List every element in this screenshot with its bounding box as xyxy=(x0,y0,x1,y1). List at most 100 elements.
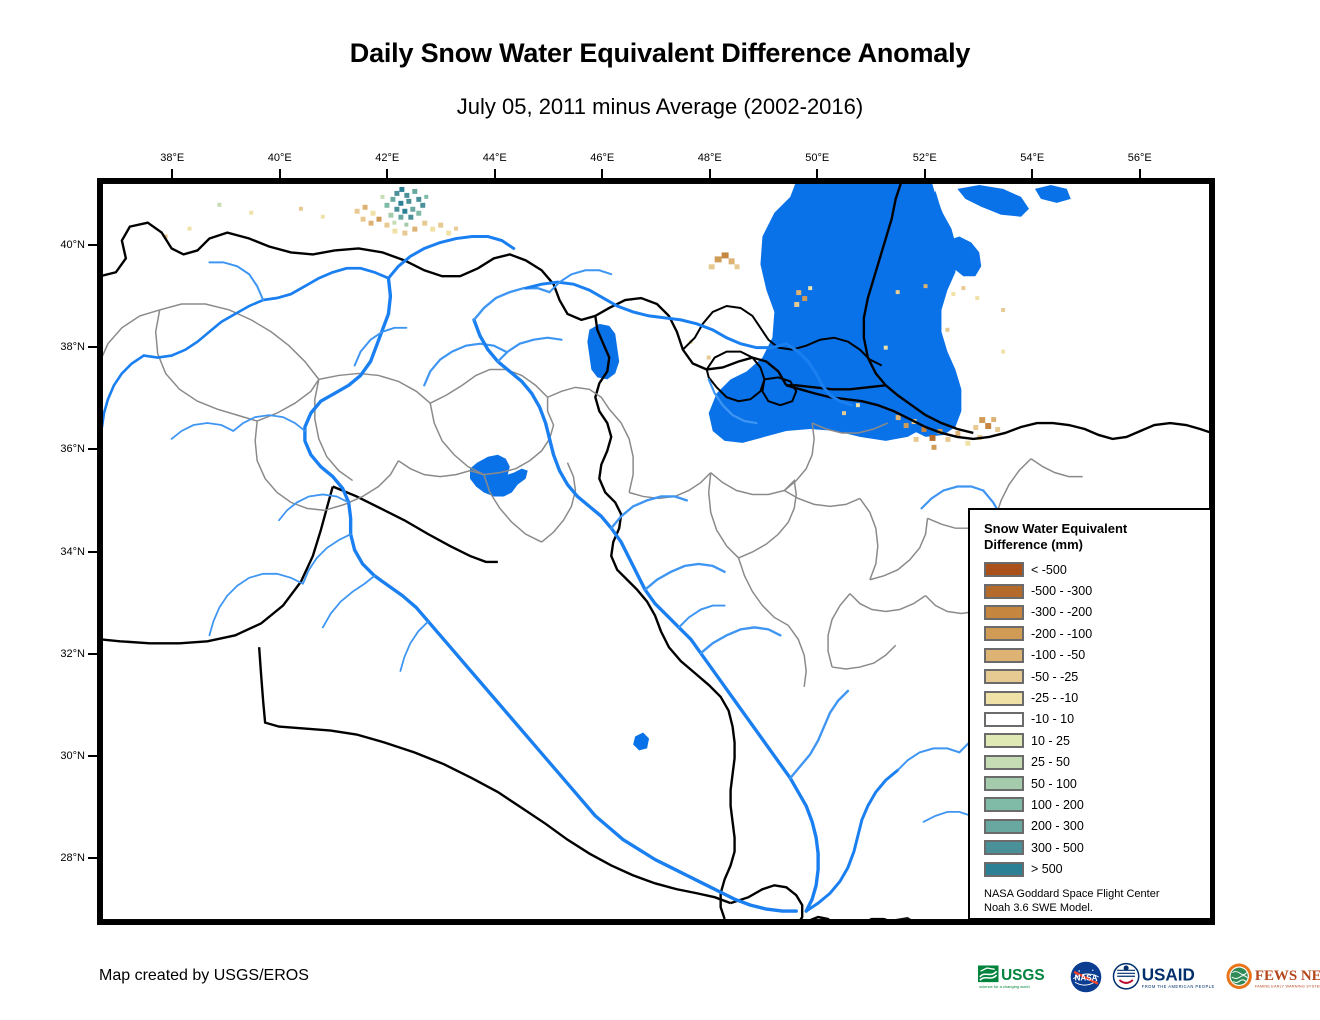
river-turkey-w xyxy=(208,261,265,302)
legend-row: 10 - 25 xyxy=(984,730,1210,751)
usgs-logo: USGS science for a changing world xyxy=(978,965,1045,989)
river-greater-zab xyxy=(610,495,689,530)
longitude-tick-mark xyxy=(923,169,926,178)
border-iraq-iran xyxy=(594,315,736,920)
river-tigris-upper-b xyxy=(496,336,563,363)
anomaly-negative-alborz xyxy=(688,252,1006,360)
latitude-tick-mark xyxy=(88,755,97,758)
latitude-tick-mark xyxy=(88,857,97,860)
legend-row: 100 - 200 xyxy=(984,794,1210,815)
caspian-garabogaz xyxy=(947,236,982,277)
river-tigris-upper-a xyxy=(472,286,551,322)
lake-tharthar-water xyxy=(633,732,650,751)
river-minor-syr-e xyxy=(208,584,239,637)
legend-swatch xyxy=(984,690,1024,706)
map-legend: Snow Water Equivalent Difference (mm) < … xyxy=(968,508,1212,920)
longitude-tick-mark xyxy=(816,169,819,178)
caspian-sea-water-main xyxy=(708,181,954,443)
legend-label: -300 - -200 xyxy=(1031,605,1093,620)
border-caspian-sector-west xyxy=(786,384,886,391)
legend-row: -50 - -25 xyxy=(984,666,1210,687)
legend-credit-line2: Noah 3.6 SWE Model. xyxy=(984,901,1093,914)
legend-row: 25 - 50 xyxy=(984,752,1210,773)
legend-label: < -500 xyxy=(1031,562,1067,577)
river-euphrates-upper-a xyxy=(386,235,516,280)
svg-text:NASA: NASA xyxy=(1075,973,1098,982)
river-minor-syr-f xyxy=(321,574,376,629)
longitude-tick-label: 54°E xyxy=(1020,152,1045,164)
anomaly-positive-caucasus xyxy=(380,186,429,227)
legend-swatch xyxy=(984,840,1024,856)
latitude-tick-mark xyxy=(88,550,97,553)
legend-swatch xyxy=(984,562,1024,578)
river-ne-iran-a xyxy=(920,485,985,510)
agency-logos: USGS science for a changing world NASA U… xyxy=(978,957,1320,997)
border-iraq-syria xyxy=(332,485,498,564)
longitude-tick-label: 52°E xyxy=(912,152,937,164)
longitude-tick-label: 46°E xyxy=(590,152,615,164)
latitude-tick-label: 28°N xyxy=(60,852,85,865)
latitude-tick-label: 32°N xyxy=(60,647,85,660)
legend-row: > 500 xyxy=(984,858,1210,879)
longitude-tick-label: 44°E xyxy=(482,152,507,164)
legend-swatch xyxy=(984,754,1024,770)
legend-label: -100 - -50 xyxy=(1031,648,1086,663)
legend-row: -10 - 10 xyxy=(984,709,1210,730)
latitude-tick-mark xyxy=(88,448,97,451)
river-lesser-zab xyxy=(643,562,726,591)
river-khabur xyxy=(423,342,507,387)
latitude-tick-label: 40°N xyxy=(60,238,85,251)
footer-credit: Map created by USGS/EROS xyxy=(99,967,309,984)
river-euphrates-upper-d xyxy=(100,354,146,429)
river-kura xyxy=(784,342,854,407)
legend-row: -300 - -200 xyxy=(984,602,1210,623)
border-caucasus-states xyxy=(682,304,883,367)
legend-row: -200 - -100 xyxy=(984,623,1210,644)
legend-label: 10 - 25 xyxy=(1031,733,1070,748)
border-iraq-kuwait xyxy=(730,884,804,922)
river-minor-syr-b xyxy=(278,493,350,522)
longitude-tick-mark xyxy=(386,169,389,178)
legend-row: 200 - 300 xyxy=(984,816,1210,837)
page-subtitle: July 05, 2011 minus Average (2002-2016) xyxy=(456,94,864,119)
river-sajur xyxy=(232,414,306,432)
anomaly-negative-caucasus xyxy=(163,202,459,239)
border-iraq-saudi xyxy=(257,647,732,905)
longitude-tick-mark xyxy=(601,169,604,178)
longitude-tick-label: 50°E xyxy=(805,152,830,164)
anomaly-negative-zagros xyxy=(973,417,1001,432)
svg-text:USAID: USAID xyxy=(1142,966,1195,985)
longitude-tick-mark xyxy=(171,169,174,178)
latitude-tick-label: 34°N xyxy=(60,545,85,558)
legend-label: -500 - -300 xyxy=(1031,584,1093,599)
longitude-tick-label: 56°E xyxy=(1127,152,1152,164)
river-aras xyxy=(524,280,788,350)
legend-swatch xyxy=(984,861,1024,877)
river-c-iran-a xyxy=(896,747,961,772)
legend-swatch xyxy=(984,818,1024,834)
legend-row: < -500 xyxy=(984,559,1210,580)
legend-swatch xyxy=(984,647,1024,663)
legend-swatch xyxy=(984,583,1024,599)
border-caspian-sector-south xyxy=(884,384,974,435)
legend-label: -10 - 10 xyxy=(1031,712,1075,727)
svg-text:science for a changing world: science for a changing world xyxy=(979,984,1029,989)
lake-van-water xyxy=(470,454,528,497)
river-diyala xyxy=(699,626,782,655)
latitude-tick-mark xyxy=(88,652,97,655)
legend-row: -500 - -300 xyxy=(984,580,1210,601)
longitude-tick-label: 48°E xyxy=(697,152,722,164)
river-karkheh xyxy=(789,689,850,780)
usaid-logo: USAID FROM THE AMERICAN PEOPLE xyxy=(1112,962,1215,990)
latitude-tick-mark xyxy=(88,345,97,348)
legend-swatch xyxy=(984,733,1024,749)
legend-swatch xyxy=(984,711,1024,727)
river-euphrates-upper-b xyxy=(261,266,390,302)
caspian-north-shelf xyxy=(790,181,833,203)
longitude-tick-label: 38°E xyxy=(160,152,185,164)
river-karun xyxy=(804,768,900,913)
svg-text:FROM THE AMERICAN PEOPLE: FROM THE AMERICAN PEOPLE xyxy=(1142,984,1215,989)
legend-label: 300 - 500 xyxy=(1031,840,1084,855)
page-title: Daily Snow Water Equivalent Difference A… xyxy=(349,38,971,68)
